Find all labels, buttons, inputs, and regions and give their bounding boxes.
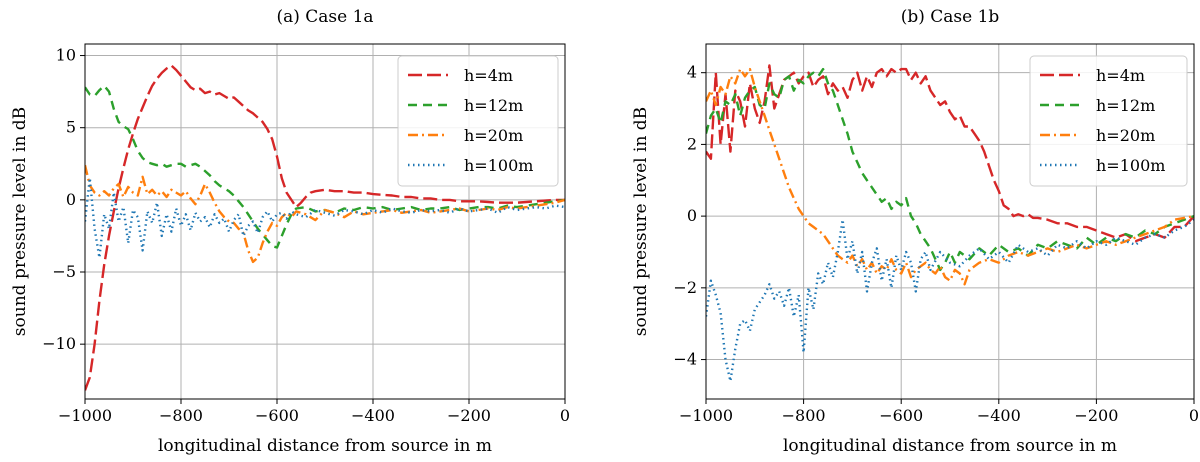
x-tick-label: −1000: [679, 406, 733, 425]
legend-label: h=100m: [464, 156, 533, 175]
legend-label: h=4m: [1096, 66, 1145, 85]
x-tick-label: 0: [1189, 406, 1199, 425]
legend: h=4m h=12m h=20m h=100m: [1029, 55, 1188, 187]
series-group: [85, 64, 565, 391]
series-line-h-4m: [706, 64, 1194, 243]
series-line-h-100m: [85, 177, 565, 259]
plot-frame: [705, 43, 1195, 400]
y-tick-label: −2: [673, 278, 697, 297]
legend-box: [1029, 55, 1188, 187]
legend-label: h=20m: [464, 126, 523, 145]
x-tick-label: −800: [159, 406, 203, 425]
x-axis-label: longitudinal distance from source in m: [783, 436, 1117, 456]
chart-title: (a) Case 1a: [276, 7, 373, 27]
y-tick-label: 0: [687, 206, 697, 225]
x-tick-label: −400: [351, 406, 395, 425]
plot-frame: [84, 43, 566, 400]
x-tick-label: −400: [977, 406, 1021, 425]
x-tick-label: −1000: [58, 406, 112, 425]
x-axis-label: longitudinal distance from source in m: [158, 436, 492, 456]
series-line-h-12m: [85, 84, 565, 249]
y-tick-label: 4: [687, 63, 697, 82]
y-axis-label: sound pressure level in dB: [10, 107, 30, 336]
chart-panel-1: −1000 −800 −600 −400 −200 0 −10 −5 0 5 10 (a) Case …: [10, 7, 570, 456]
x-tick-label: −600: [255, 406, 299, 425]
y-tick-label: −5: [52, 262, 76, 281]
x-tick-label: 0: [560, 406, 570, 425]
x-tick-label: −200: [447, 406, 491, 425]
series-line-h-20m: [706, 67, 1194, 286]
y-tick-label: 5: [66, 118, 76, 137]
x-tick-label: −200: [1074, 406, 1118, 425]
y-tick-label: −4: [673, 350, 697, 369]
y-tick-label: 10: [56, 46, 76, 65]
chart-panel-2: −1000 −800 −600 −400 −200 0 −4 −2 0 2 4 (b) Case 1b…: [631, 7, 1199, 456]
series-line-h-20m: [85, 164, 565, 264]
legend-label: h=4m: [464, 66, 513, 85]
legend-label: h=20m: [1096, 126, 1155, 145]
y-tick-label: 0: [66, 190, 76, 209]
legend: h=4m h=12m h=20m h=100m: [397, 55, 559, 187]
legend-label: h=12m: [1096, 96, 1155, 115]
series-line-h-4m: [85, 64, 565, 391]
series-group: [706, 64, 1194, 383]
legend-label: h=100m: [1096, 156, 1165, 175]
series-line-h-100m: [706, 218, 1194, 383]
y-tick-label: −10: [42, 334, 76, 353]
x-tick-label: −800: [782, 406, 826, 425]
x-tick-label: −600: [879, 406, 923, 425]
legend-box: [397, 55, 559, 187]
y-tick-label: 2: [687, 134, 697, 153]
legend-label: h=12m: [464, 96, 523, 115]
y-axis-label: sound pressure level in dB: [631, 107, 651, 336]
chart-title: (b) Case 1b: [901, 7, 1000, 27]
